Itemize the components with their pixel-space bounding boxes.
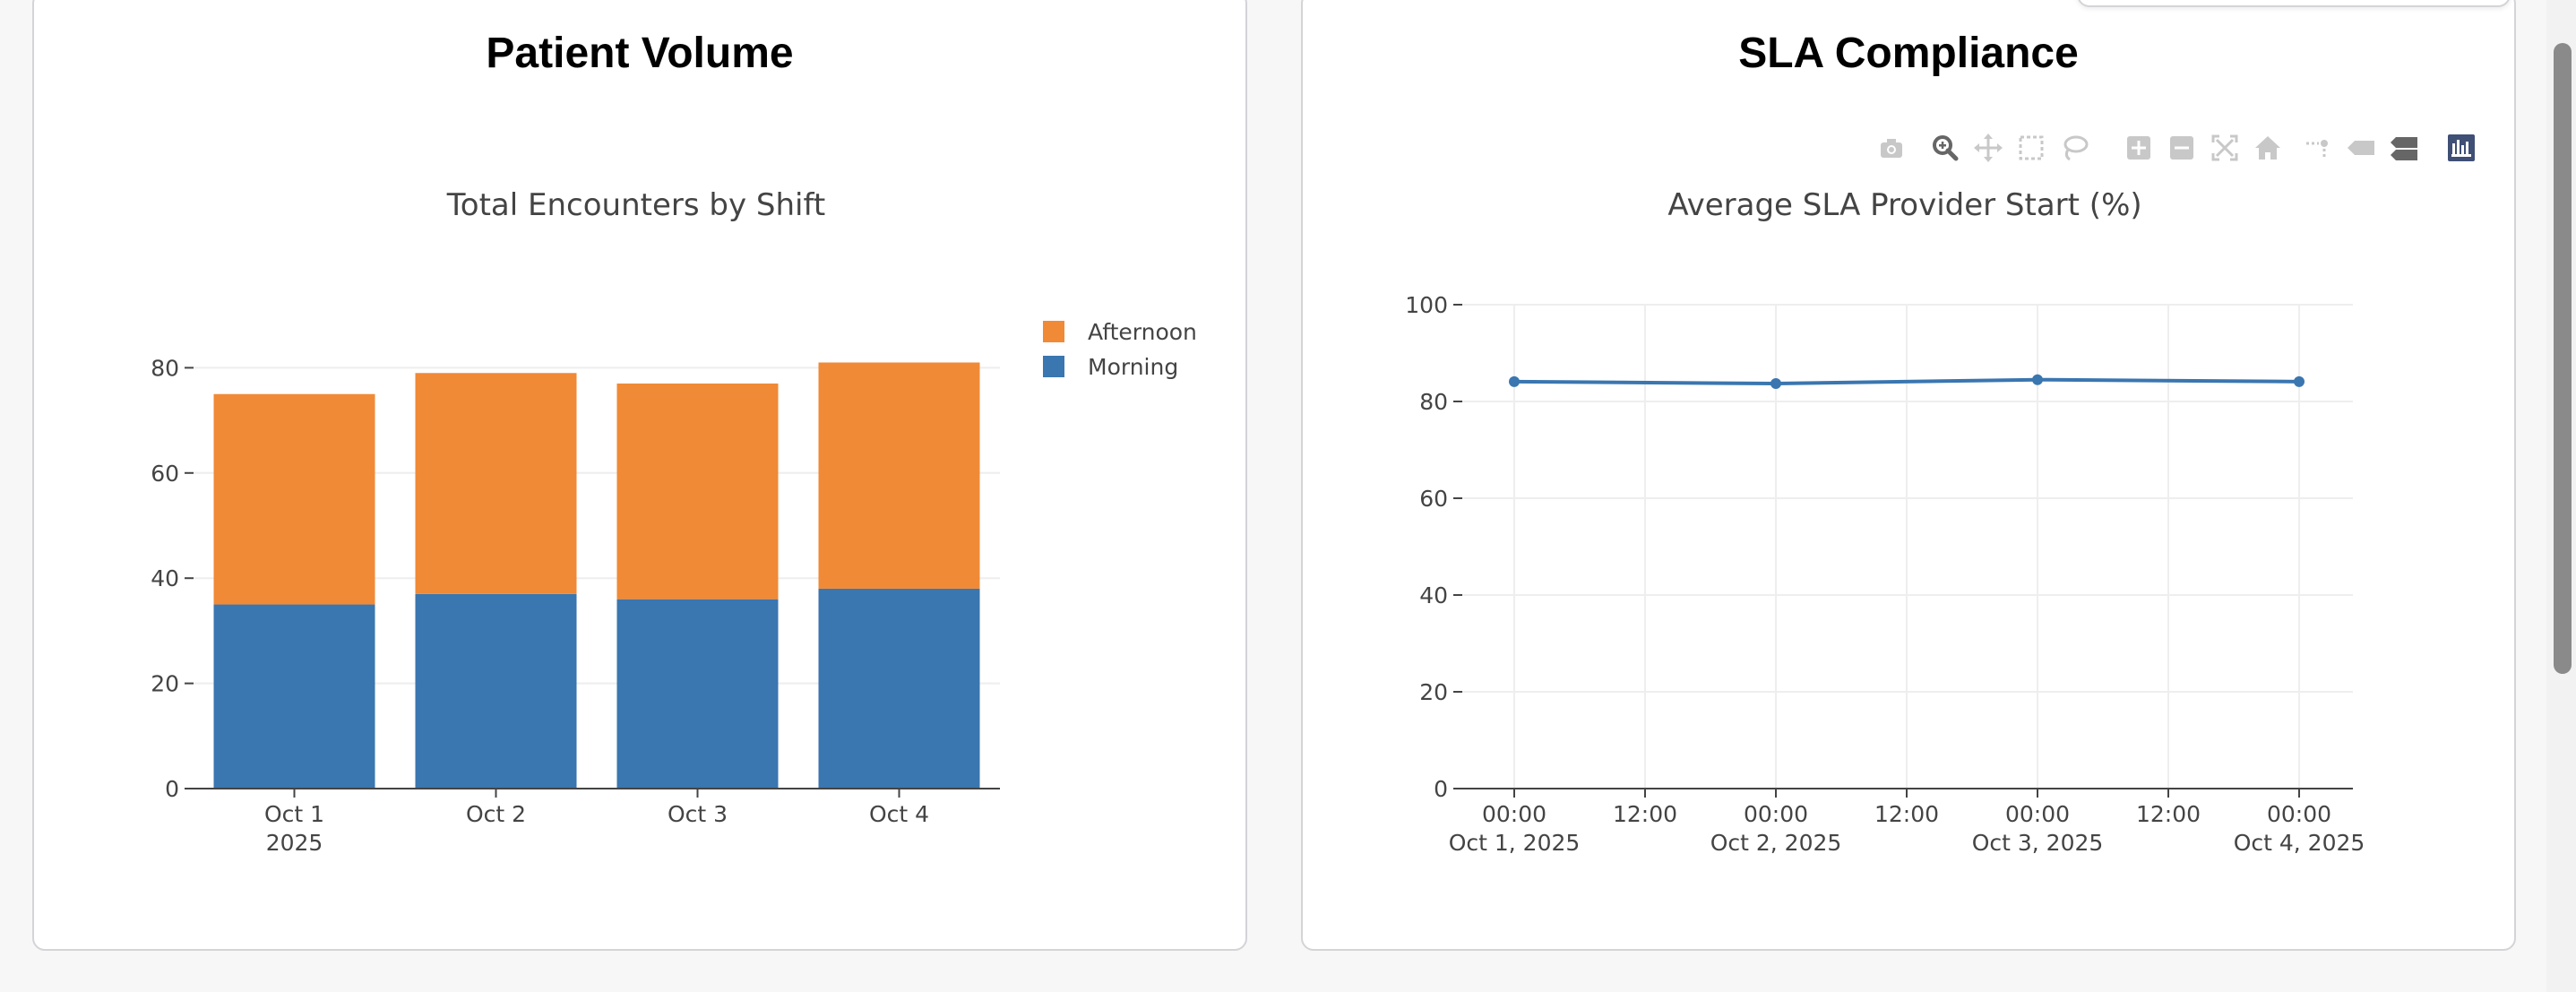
line-x-tick-time: 12:00 — [1874, 801, 1939, 827]
legend-label-afternoon: Afternoon — [1088, 319, 1197, 345]
spike-lines-icon[interactable] — [2301, 131, 2335, 165]
line-x-tick-time: 00:00 — [1482, 801, 1546, 827]
scrollbar-thumb[interactable] — [2554, 43, 2572, 674]
zoom-out-icon[interactable] — [2165, 131, 2199, 165]
sla-point-1 — [1770, 378, 1781, 390]
line-y-tick-label: 40 — [1419, 582, 1448, 608]
sla-point-0 — [1509, 375, 1520, 387]
line-x-tick-time: 00:00 — [2267, 801, 2331, 827]
line-x-tick-time: 12:00 — [2136, 801, 2201, 827]
legend-swatch-morning — [1043, 356, 1064, 377]
dropdown-popup-edge — [2077, 0, 2511, 7]
box-select-icon[interactable] — [2014, 131, 2048, 165]
bar-y-tick-label: 20 — [151, 671, 179, 697]
hover-compare-icon[interactable] — [2387, 131, 2421, 165]
line-y-tick-label: 100 — [1405, 292, 1448, 318]
zoom-icon[interactable] — [1928, 131, 1962, 165]
reset-axes-icon[interactable] — [2251, 131, 2285, 165]
bar-x-tick-label: Oct 1 — [264, 801, 324, 827]
sla-point-2 — [2032, 374, 2043, 385]
legend-label-morning: Morning — [1088, 354, 1178, 380]
line-x-tick-date: Oct 2, 2025 — [1710, 830, 1842, 856]
line-x-tick-date: Oct 4, 2025 — [2234, 830, 2365, 856]
bar-afternoon-0 — [213, 393, 375, 605]
legend-swatch-afternoon — [1043, 321, 1064, 342]
card-title-sla-compliance: SLA Compliance — [1738, 30, 2079, 77]
line-x-tick-time: 00:00 — [2005, 801, 2070, 827]
bar-y-tick-label: 0 — [165, 776, 179, 802]
camera-icon[interactable] — [1874, 131, 1908, 165]
lasso-select-icon[interactable] — [2057, 131, 2091, 165]
bar-morning-3 — [818, 588, 980, 789]
line-y-tick-label: 0 — [1434, 776, 1448, 802]
bar-x-tick-label: Oct 3 — [668, 801, 728, 827]
sla-line-series — [1513, 377, 2300, 386]
zoom-in-icon[interactable] — [2122, 131, 2156, 165]
bar-y-tick-label: 80 — [151, 355, 179, 381]
bar-afternoon-2 — [616, 384, 779, 600]
hover-closest-icon[interactable] — [2344, 131, 2378, 165]
bar-x-year-label: 2025 — [266, 830, 323, 856]
bar-y-tick-label: 40 — [151, 565, 179, 591]
card-title-patient-volume: Patient Volume — [486, 30, 794, 77]
sla-point-3 — [2294, 375, 2305, 387]
bar-chart-title: Total Encounters by Shift — [446, 187, 825, 223]
line-x-tick-time: 00:00 — [1744, 801, 1808, 827]
bar-x-tick-label: Oct 4 — [869, 801, 929, 827]
bar-morning-2 — [616, 599, 779, 789]
pan-icon[interactable] — [1971, 131, 2005, 165]
line-chart-title: Average SLA Provider Start (%) — [1667, 187, 2141, 223]
plotly-logo-icon[interactable] — [2444, 131, 2478, 165]
bar-y-tick-label: 60 — [151, 461, 179, 487]
line-y-tick-label: 80 — [1419, 389, 1448, 415]
line-y-tick-label: 60 — [1419, 486, 1448, 512]
autoscale-icon[interactable] — [2208, 131, 2242, 165]
sla-compliance-card: SLA Compliance — [1301, 0, 2516, 951]
line-x-tick-time: 12:00 — [1613, 801, 1677, 827]
line-y-tick-label: 20 — [1419, 679, 1448, 705]
bar-x-tick-label: Oct 2 — [466, 801, 526, 827]
bar-morning-0 — [213, 604, 375, 789]
line-x-tick-date: Oct 1, 2025 — [1449, 830, 1581, 856]
bar-afternoon-1 — [415, 373, 577, 594]
line-x-tick-date: Oct 3, 2025 — [1972, 830, 2104, 856]
bar-morning-1 — [415, 593, 577, 789]
bar-afternoon-3 — [818, 362, 980, 589]
